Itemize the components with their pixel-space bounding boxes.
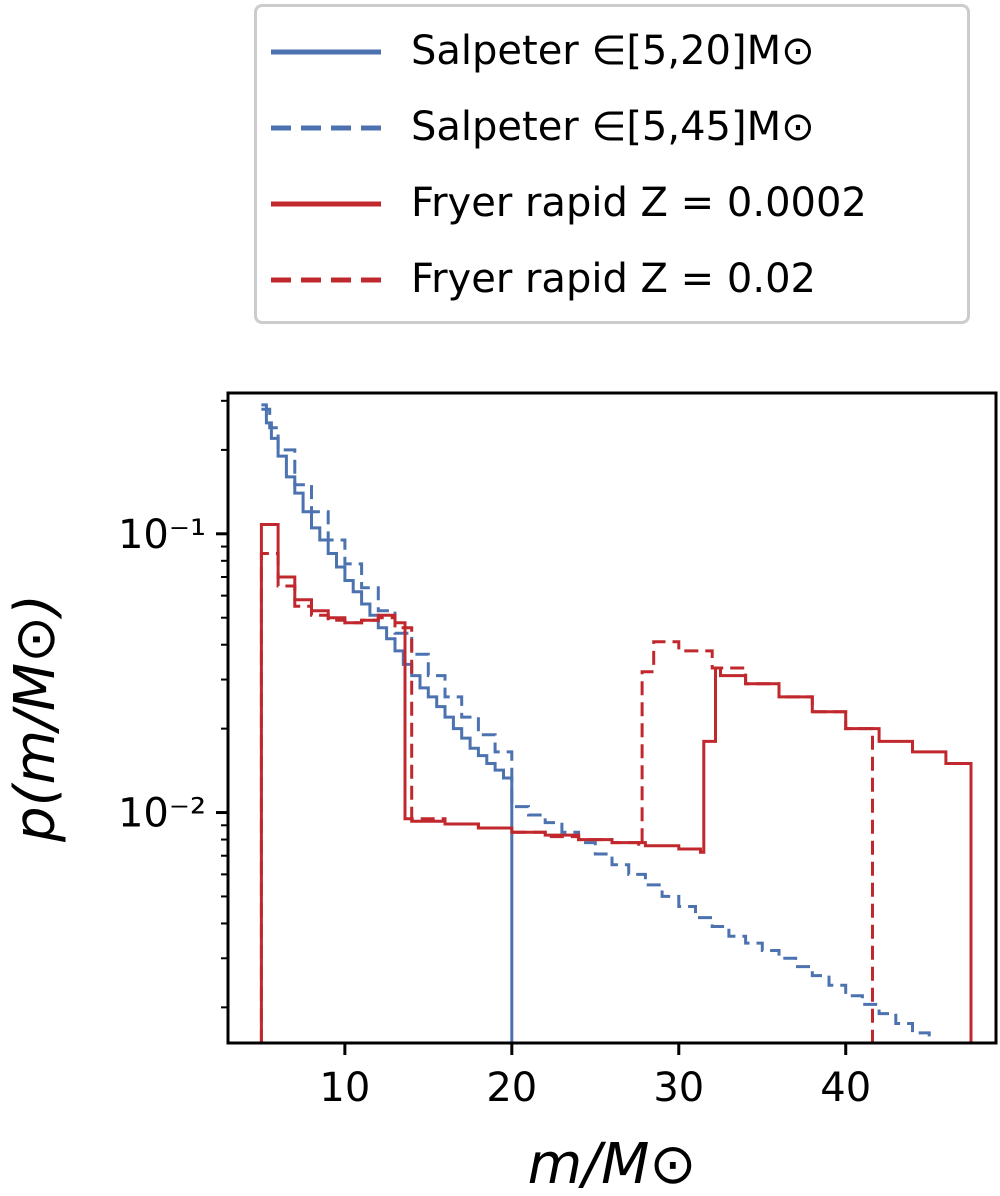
series-line-0 [261,403,514,1043]
y-tick-label: 10⁻² [118,791,206,837]
legend-swatch-dashed-red [271,277,381,283]
x-tick-label: 10 [319,1065,370,1111]
legend-item: Fryer rapid Z = 0.0002 [257,169,967,239]
legend-label: Fryer rapid Z = 0.02 [411,256,816,302]
x-tick-label: 40 [820,1065,871,1111]
plot-frame [226,391,998,1045]
legend-swatch-dashed-blue [271,125,381,131]
legend-swatch-solid-blue [271,49,381,55]
legend-item: Salpeter ∈[5,20]M⊙ [257,17,967,87]
legend-label: Salpeter ∈[5,20]M⊙ [411,28,815,74]
legend: Salpeter ∈[5,20]M⊙ Salpeter ∈[5,45]M⊙ Fr… [254,4,970,324]
x-axis-label: m/M⊙ [528,1132,697,1196]
plot-lines [259,403,973,1043]
legend-item: Fryer rapid Z = 0.02 [257,245,967,315]
legend-item: Salpeter ∈[5,45]M⊙ [257,93,967,163]
series-line-3 [259,552,874,1043]
y-tick-label: 10⁻¹ [118,512,206,558]
x-tick-label: 30 [653,1065,704,1111]
legend-label: Salpeter ∈[5,45]M⊙ [411,104,815,150]
series-line-2 [259,523,973,1043]
x-tick-label: 20 [486,1065,537,1111]
x-axis-ticks: 10 20 30 40 [319,1043,871,1111]
legend-swatch-solid-red [271,201,381,207]
y-axis-label: p(m/M⊙) [3,594,68,843]
y-axis-ticks: 10⁻² 10⁻¹ [118,399,228,1009]
legend-label: Fryer rapid Z = 0.0002 [411,180,867,226]
series-line-1 [261,407,931,1043]
